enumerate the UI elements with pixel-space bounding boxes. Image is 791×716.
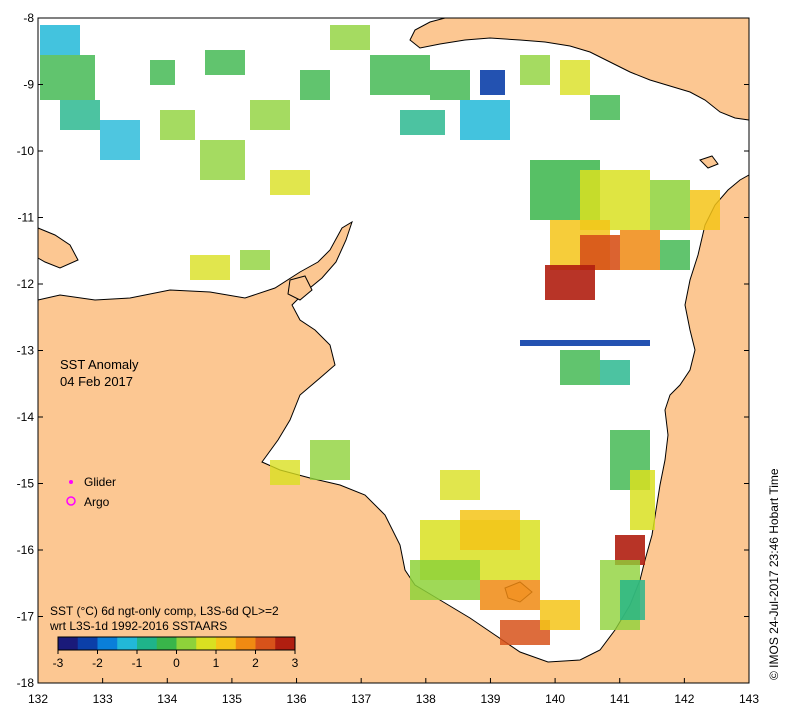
x-tick-label: 141 [610,692,630,706]
colorbar-swatch [176,637,197,650]
x-tick-label: 142 [674,692,694,706]
x-tick-label: 139 [480,692,500,706]
y-axis: -8-9-10-11-12-13-14-15-16-17-18 [17,11,749,690]
land-cape-york [409,17,750,121]
y-tick-label: -13 [17,344,35,358]
colorbar-caption-line2: wrt L3S-1d 1992-2016 SSTAARS [49,619,227,633]
colorbar-tick-label: -2 [92,656,103,670]
land-groote-eylandt [287,275,313,301]
colorbar-swatch [255,637,276,650]
y-tick-label: -8 [23,11,34,25]
x-tick-label: 132 [28,692,48,706]
colorbar-swatch [235,637,256,650]
x-tick-label: 134 [157,692,177,706]
colorbar-swatch [275,637,296,650]
colorbar-tick-label: 3 [292,656,299,670]
colorbar-swatch [58,637,79,650]
sst-patches [40,25,720,645]
x-tick-label: 138 [416,692,436,706]
x-tick-label: 137 [351,692,371,706]
colorbar-tick-label: -3 [53,656,64,670]
colorbar-swatch [97,637,118,650]
map-title: SST Anomaly [60,357,139,372]
colorbar-swatches [58,637,296,650]
colorbar-swatch [156,637,177,650]
x-tick-label: 140 [545,692,565,706]
colorbar-tick-label: 1 [213,656,220,670]
colorbar-tick-label: -1 [132,656,143,670]
x-tick-label: 136 [287,692,307,706]
x-axis: 132 133 134 135 136 137 138 139 140 141 142 143 [28,678,759,706]
colorbar-swatch [196,637,217,650]
colorbar-swatch [117,637,138,650]
colorbar: SST (°C) 6d ngt-only comp, L3S-6d QL>=2 … [49,604,299,670]
colorbar-tick-label: 2 [252,656,259,670]
land-island-ne [699,155,719,169]
colorbar-caption-line1: SST (°C) 6d ngt-only comp, L3S-6d QL>=2 [50,604,279,618]
map-date: 04 Feb 2017 [60,374,133,389]
x-tick-label: 133 [93,692,113,706]
y-tick-label: -17 [17,610,35,624]
colorbar-swatch [77,637,98,650]
y-tick-label: -14 [17,410,35,424]
colorbar-swatch [137,637,158,650]
glider-marker-icon [69,480,73,484]
x-tick-label: 143 [739,692,759,706]
land-cobourg [37,227,79,269]
colorbar-swatch [216,637,237,650]
y-tick-label: -12 [17,277,35,291]
argo-marker-icon [66,496,76,506]
legend-glider-label: Glider [84,475,116,489]
y-tick-label: -16 [17,543,35,557]
symbol-legend: Glider Argo [66,475,116,509]
legend-argo-label: Argo [84,495,110,509]
y-tick-label: -10 [17,144,35,158]
y-tick-label: -9 [23,78,34,92]
y-tick-label: -18 [17,676,35,690]
colorbar-ticks: -3 -2 -1 0 1 2 3 [53,650,299,670]
credit-text: © IMOS 24-Jul-2017 23:46 Hobart Time [767,468,781,680]
x-tick-label: 135 [222,692,242,706]
y-tick-label: -15 [17,477,35,491]
y-tick-label: -11 [18,211,35,225]
colorbar-tick-label: 0 [173,656,180,670]
